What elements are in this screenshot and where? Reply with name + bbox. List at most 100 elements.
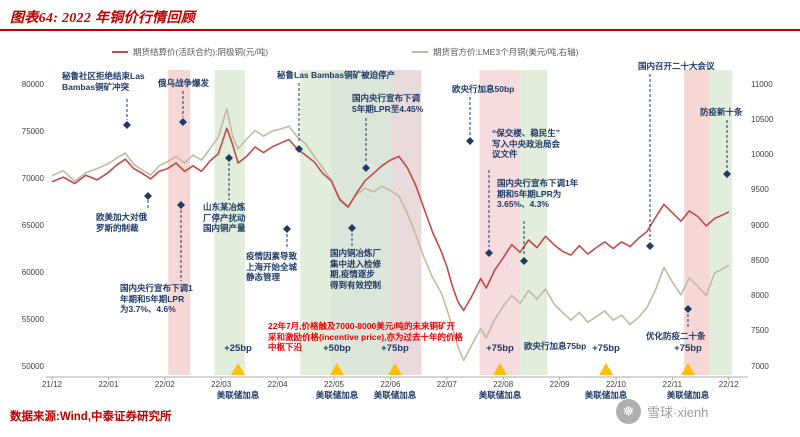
event-annotation: 国内央行宣布下调 5年期LPR至4.45%: [352, 93, 424, 114]
lme-series-swatch: [412, 51, 428, 53]
event-annotation: 国内央行宣布下调1 年期和5年期LPR 为3.7%、4.6%: [120, 283, 193, 315]
rate-hike-triangle-icon: [681, 363, 695, 375]
event-diamond-marker: [723, 170, 731, 178]
event-annotation: 优化防疫二十条: [646, 331, 706, 341]
x-axis-label: 22/01: [98, 380, 119, 389]
event-annotation: 欧美加大对俄 罗斯的制裁: [96, 212, 148, 233]
y-right-tick-label: 9500: [751, 185, 769, 195]
legend-label: 期货结算价(活跃合约):阴极铜(元/吨): [133, 47, 269, 57]
rate-hike-bp-label: +75bp: [486, 343, 514, 354]
rate-hike-bp-label: +25bp: [224, 343, 252, 354]
event-annotation: 疫情因素导致 上海开始全城 静态管理: [246, 251, 298, 283]
fed-hike-caption: 美联储加息: [478, 390, 522, 400]
event-annotation: 俄乌战争爆发: [158, 78, 210, 88]
y-left-tick-label: 65000: [21, 220, 44, 230]
y-left-tick-label: 75000: [21, 126, 44, 136]
fed-hike-caption: 美联储加息: [584, 390, 628, 400]
event-band: [391, 70, 422, 375]
event-diamond-marker: [466, 137, 474, 145]
legend-label: 期货官方价:LME3个月铜(美元/吨,右轴): [433, 47, 579, 57]
y-left-tick-label: 70000: [21, 173, 44, 183]
event-diamond-marker: [348, 224, 356, 232]
y-right-tick-label: 10000: [751, 150, 774, 159]
event-band: [300, 70, 332, 375]
price-series-right: [51, 107, 730, 362]
event-annotation: 欧央行加息50bp: [452, 84, 515, 94]
event-annotation: 欧央行加息75bp: [524, 341, 587, 351]
snowball-icon: ❅: [616, 399, 641, 424]
rate-hike-bp-label: +50bp: [323, 343, 351, 354]
event-diamond-marker: [684, 305, 692, 313]
rate-hike-triangle-icon: [493, 363, 507, 375]
shfe-series-swatch: [112, 51, 128, 53]
fed-hike-caption: 美联储加息: [315, 390, 359, 400]
x-axis-label: 21/12: [41, 380, 63, 389]
event-diamond-marker: [283, 225, 291, 233]
x-axis-label: 22/04: [267, 380, 288, 389]
watermark: ❅ 雪球·xienh: [616, 399, 708, 424]
event-diamond-marker: [144, 192, 152, 200]
fed-hike-caption: 美联储加息: [373, 390, 417, 400]
event-diamond-marker: [362, 164, 370, 172]
rate-hike-triangle-icon: [330, 363, 344, 375]
x-axis-label: 22/09: [549, 380, 570, 389]
event-annotation: 22年7月,价格触及7000-8000美元/吨的未来铜矿开 采和激励价格(inc…: [268, 321, 464, 353]
event-band: [479, 70, 521, 375]
watermark-text: 雪球·xienh: [647, 405, 709, 420]
event-annotation: 秘鲁Las Bambas铜矿被迫停产: [277, 70, 396, 80]
event-annotation: 国内召开二十大会议: [638, 61, 715, 71]
event-annotation: 国内央行宣布下调1年 期和5年期LPR为 3.65%、4.3%: [497, 178, 579, 210]
event-diamond-marker: [225, 154, 233, 162]
event-annotation: 国内铜冶炼厂 集中进入检修 期,疫情逐步 得到有效控制: [330, 248, 382, 290]
event-diamond-marker: [520, 257, 528, 265]
y-right-tick-label: 11000: [751, 79, 773, 89]
rate-hike-triangle-icon: [388, 363, 402, 375]
x-axis-label: 22/03: [211, 380, 232, 389]
event-band: [520, 70, 548, 375]
x-axis-label: 22/05: [323, 380, 345, 389]
x-axis-label: 22/10: [605, 380, 627, 389]
fed-hike-caption: 美联储加息: [216, 390, 260, 400]
x-axis-label: 22/12: [718, 380, 739, 389]
y-left-tick-label: 80000: [21, 79, 44, 89]
y-left-tick-label: 60000: [21, 267, 44, 277]
event-diamond-marker: [485, 249, 493, 257]
rate-hike-bp-label: +75bp: [592, 343, 620, 354]
y-right-tick-label: 8000: [751, 291, 769, 300]
event-annotation: “保交楼、稳民生” 写入中央政治局会 议文件: [492, 128, 561, 160]
y-right-tick-label: 8500: [751, 255, 769, 265]
event-diamond-marker: [295, 145, 303, 153]
x-axis-label: 22/11: [662, 380, 683, 389]
rate-hike-bp-label: +75bp: [381, 343, 409, 354]
event-band: [331, 70, 392, 375]
event-band: [168, 70, 191, 375]
event-diamond-marker: [123, 121, 131, 129]
x-axis-label: 22/08: [493, 380, 514, 389]
page-title: 图表64: 2022 年铜价行情回顾: [10, 11, 196, 26]
legend-item-lme: 期货官方价:LME3个月铜(美元/吨,右轴): [412, 46, 578, 58]
y-right-tick-label: 7000: [751, 361, 769, 371]
y-right-tick-label: 10500: [751, 114, 774, 124]
event-annotation: 防疫新十条: [700, 107, 743, 117]
event-annotation: 山东某冶炼 厂停产扰动 国内铜产量: [203, 202, 246, 234]
y-right-tick-label: 9000: [751, 220, 769, 230]
price-series-left: [51, 127, 730, 312]
title-underline: [0, 29, 800, 31]
event-diamond-marker: [179, 118, 187, 126]
data-source-note: 数据来源:Wind,中泰证券研究所: [10, 411, 172, 423]
x-axis-label: 22/06: [380, 380, 401, 389]
legend-item-shfe: 期货结算价(活跃合约):阴极铜(元/吨): [112, 46, 268, 58]
x-axis-label: 22/07: [436, 380, 457, 389]
y-right-tick-label: 7500: [751, 326, 769, 336]
event-diamond-marker: [646, 242, 654, 250]
event-diamond-marker: [177, 201, 185, 209]
fed-hike-caption: 美联储加息: [666, 390, 710, 400]
chart-legend: 期货结算价(活跃合约):阴极铜(元/吨) 期货官方价:LME3个月铜(美元/吨,…: [0, 46, 800, 60]
x-axis-label: 22/02: [154, 380, 175, 389]
event-annotation: 秘鲁社区拒绝结束Las Bambas铜矿冲突: [62, 71, 145, 92]
y-left-tick-label: 55000: [21, 314, 44, 324]
y-left-tick-label: 50000: [21, 361, 44, 371]
rate-hike-triangle-icon: [231, 363, 245, 375]
rate-hike-triangle-icon: [599, 363, 613, 375]
